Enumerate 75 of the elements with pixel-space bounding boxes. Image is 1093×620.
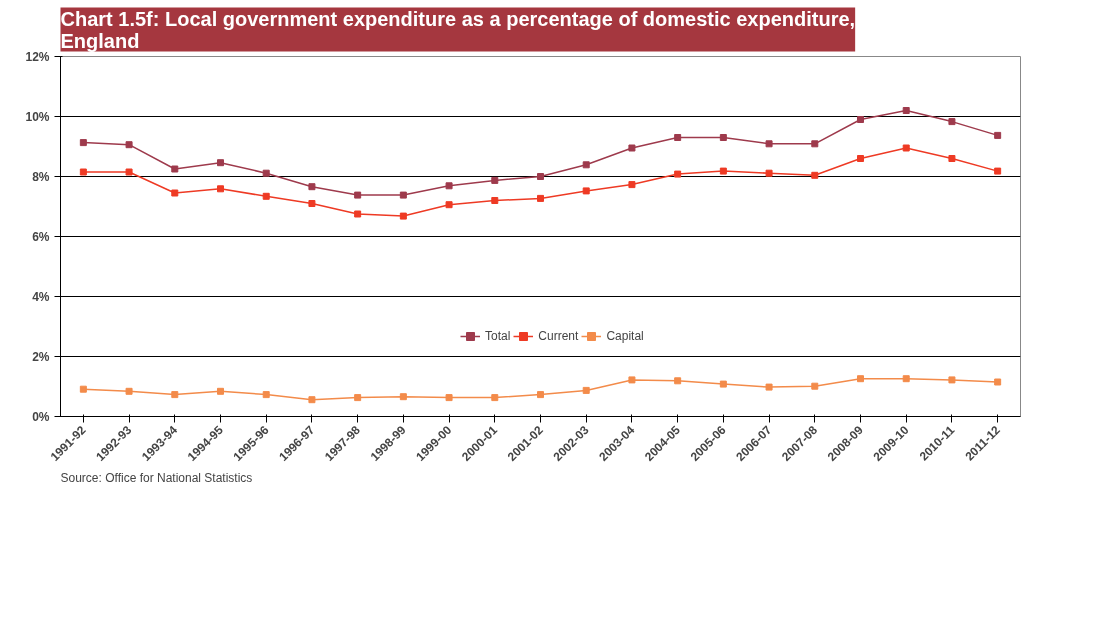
point: [171, 165, 179, 173]
point: [994, 167, 1002, 175]
point: [537, 194, 544, 202]
point: [719, 134, 727, 141]
point: [354, 191, 362, 199]
y-tick-label: 0%: [32, 409, 50, 424]
point: [445, 201, 453, 209]
point: [857, 116, 864, 123]
chart-title: Chart 1.5f: Local government expenditure as a percentage of domestic expenditure, England: [60, 7, 856, 52]
y-tick-label: 10%: [25, 109, 50, 124]
point: [399, 212, 407, 220]
point: [811, 140, 819, 148]
point: [262, 192, 270, 200]
point: [902, 375, 910, 383]
point: [217, 159, 224, 167]
point: [491, 394, 499, 402]
point: [811, 382, 819, 390]
point: [628, 144, 636, 152]
point: [902, 107, 910, 114]
point: [674, 170, 682, 178]
point: [262, 391, 270, 399]
point: [171, 391, 179, 399]
point: [857, 155, 864, 162]
point: [857, 375, 864, 383]
point: [125, 168, 133, 176]
point: [582, 161, 590, 169]
point: [399, 393, 407, 401]
point: [354, 394, 362, 402]
point: [354, 210, 362, 218]
point: [582, 187, 590, 195]
point: [491, 197, 499, 204]
point: [811, 171, 819, 179]
point: [537, 391, 544, 399]
point: [674, 377, 682, 385]
point: [79, 168, 87, 176]
point: [582, 386, 590, 394]
point: [765, 140, 773, 148]
point: [445, 182, 453, 190]
point: [125, 387, 133, 395]
point: [902, 144, 910, 152]
point: [674, 134, 682, 141]
y-tick-label: 12%: [25, 49, 50, 64]
y-tick-label: 4%: [32, 289, 50, 304]
point: [948, 376, 956, 384]
point: [308, 396, 316, 404]
point: [79, 139, 87, 147]
point: [491, 176, 499, 184]
point: [125, 141, 133, 149]
point: [765, 383, 773, 391]
point: [308, 183, 316, 191]
legend-label: Total: [485, 329, 511, 343]
y-tick-label: 6%: [32, 229, 50, 244]
source-note: Source: Office for National Statistics: [60, 470, 253, 485]
y-tick-label: 2%: [32, 349, 50, 364]
legend-label: Capital: [606, 329, 644, 343]
point: [217, 387, 224, 395]
point: [79, 385, 87, 393]
point: [217, 185, 224, 193]
y-tick-label: 8%: [32, 169, 50, 184]
point: [994, 378, 1002, 386]
point: [628, 376, 636, 384]
point: [948, 118, 956, 126]
point: [719, 380, 727, 388]
point: [445, 394, 453, 402]
point: [262, 169, 270, 177]
point: [719, 167, 727, 175]
legend-label: Current: [538, 329, 579, 343]
point: [628, 181, 636, 189]
point: [994, 131, 1002, 139]
point: [399, 191, 407, 199]
point: [948, 155, 956, 162]
point: [308, 200, 316, 207]
point: [171, 189, 179, 197]
point: [765, 169, 773, 177]
point: [537, 173, 544, 180]
